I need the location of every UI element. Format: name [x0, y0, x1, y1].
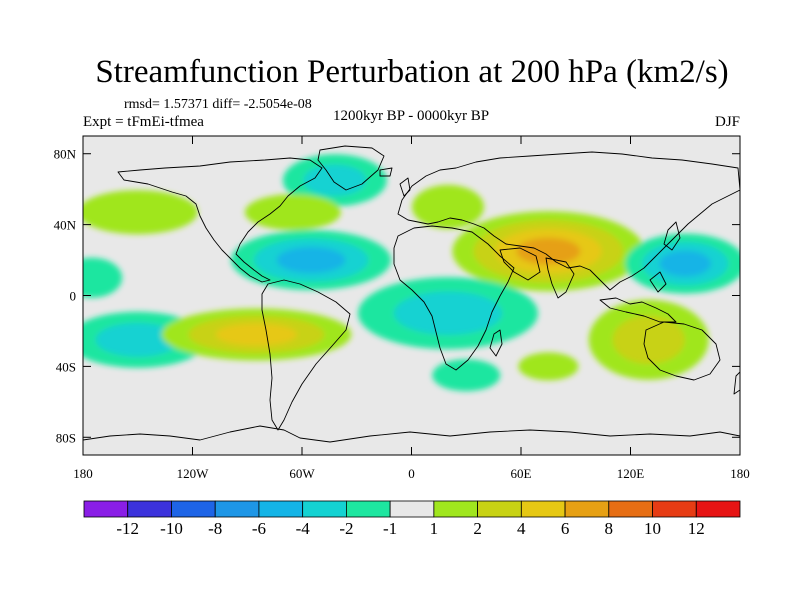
coastline-australia: [643, 321, 721, 381]
coastline-south-america: [261, 279, 351, 431]
coastline-arabia-india: [499, 247, 575, 299]
contour-level--4: [659, 250, 711, 277]
colorbar-swatch: [214, 500, 260, 518]
colorbar-swatch: [520, 500, 566, 518]
period-label: 1200kyr BP - 0000kyr BP: [333, 108, 489, 124]
contour-level--1: [432, 359, 501, 392]
coastline-africa: [393, 225, 515, 371]
plot-title: Streamfunction Perturbation at 200 hPa (…: [95, 54, 728, 90]
contour-level--1: [83, 257, 123, 298]
anomaly-negative-7: [625, 233, 740, 294]
colorbar-label: -4: [296, 519, 311, 538]
anomaly-negative-10: [358, 277, 538, 350]
colorbar-swatch: [258, 500, 304, 518]
coastline-madagascar: [489, 329, 503, 357]
colorbar-label: -8: [208, 519, 222, 538]
anomaly-positive-9: [161, 308, 352, 361]
experiment-label: Expt = tFmEi-tfmea: [83, 114, 204, 130]
colorbar-swatch: [477, 500, 522, 518]
colorbar-swatch: [433, 500, 478, 518]
anomaly-negative-11: [432, 359, 501, 392]
colorbar-swatch: [564, 500, 610, 518]
colorbar-label: -1: [383, 519, 397, 538]
colorbar-swatch: [83, 500, 129, 518]
colorbar-label: 10: [644, 519, 661, 538]
coastline-north-america: [117, 157, 323, 283]
contour-level-6: [516, 237, 581, 265]
colorbar-label: 1: [430, 519, 439, 538]
colorbar-label: -2: [339, 519, 353, 538]
lat-tick-label: 80N: [54, 147, 77, 162]
colorbar-swatch: [389, 500, 435, 518]
coastline-new-zealand: [733, 371, 740, 395]
lat-tick-label: 40N: [54, 218, 77, 233]
contour-level--4: [276, 247, 346, 273]
colorbar-label: 8: [605, 519, 614, 538]
colorbar-swatch: [695, 500, 741, 518]
lon-tick-label: 0: [408, 466, 415, 481]
coastline-greenland: [317, 145, 385, 191]
coastlines: [83, 145, 740, 443]
stats-label: rmsd= 1.57371 diff= -2.5054e-08: [124, 97, 312, 112]
colorbar-label: -6: [252, 519, 266, 538]
contour-level--2: [303, 164, 367, 196]
coastline-antarctica: [83, 425, 740, 443]
contour-level--2: [394, 291, 502, 335]
colorbar-swatch: [302, 500, 347, 518]
longitude-axis: 180 120W 60W 0 60E 120E 180: [73, 136, 750, 481]
colorbar-label: -12: [116, 519, 139, 538]
colorbar-label: 12: [688, 519, 705, 538]
colorbar-label: 2: [473, 519, 482, 538]
lon-tick-label: 60W: [289, 466, 315, 481]
anomaly-positive-2: [244, 194, 341, 231]
coastline-japan: [663, 221, 681, 251]
lon-tick-label: 120W: [177, 466, 210, 481]
anomaly-negative-4: [83, 257, 123, 298]
anomaly-positive-0: [83, 190, 198, 235]
contour-level-4: [215, 323, 298, 346]
contour-level-1: [244, 194, 341, 231]
contour-level-2: [612, 315, 685, 364]
latitude-axis: 80N 40N 0 40S 80S: [54, 147, 740, 445]
season-label: DJF: [715, 114, 740, 130]
anomaly-positive-12: [518, 352, 579, 381]
contour-fill: [83, 154, 740, 392]
coastline-eurasia: [397, 151, 740, 291]
map-panel: [83, 136, 740, 455]
colorbar: -12 -10 -8 -6 -4 -2 -1 1 2 4 6 8 10 12: [83, 500, 741, 538]
anomaly-negative-3: [231, 230, 392, 291]
coastline-uk: [379, 167, 411, 197]
colorbar-swatch: [171, 500, 216, 518]
contour-level-1: [83, 190, 198, 235]
anomaly-positive-5: [412, 184, 484, 229]
lon-tick-label: 180: [730, 466, 750, 481]
lon-tick-label: 180: [73, 466, 93, 481]
colorbar-swatch: [345, 500, 391, 518]
colorbar-swatch: [608, 500, 653, 518]
contour-level--2: [95, 323, 180, 357]
colorbar-swatch: [652, 500, 697, 518]
lat-tick-label: 80S: [56, 430, 76, 445]
colorbar-label: 4: [517, 519, 526, 538]
coastline-se-asia: [599, 271, 677, 323]
colorbar-label: -10: [160, 519, 183, 538]
anomaly-positive-6: [452, 211, 645, 292]
lon-tick-label: 120E: [617, 466, 645, 481]
lat-tick-label: 0: [70, 289, 77, 304]
lon-tick-label: 60E: [511, 466, 532, 481]
contour-level-1: [412, 184, 484, 229]
contour-level-1: [518, 352, 579, 381]
lat-tick-label: 40S: [56, 359, 76, 374]
anomaly-positive-13: [588, 299, 709, 380]
colorbar-swatch: [127, 500, 172, 518]
colorbar-label: 6: [561, 519, 570, 538]
